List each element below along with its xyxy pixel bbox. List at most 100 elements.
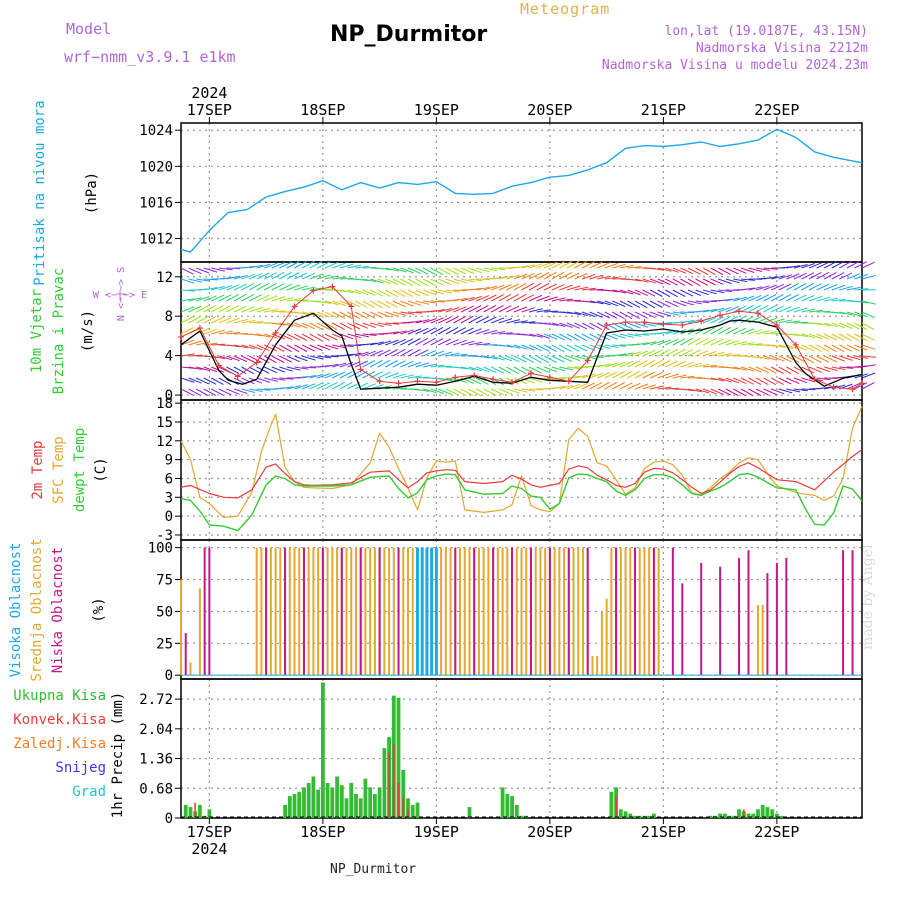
wind-barb (528, 366, 542, 374)
gust-line (180, 286, 863, 390)
wind-barb (725, 306, 739, 313)
wind-barb (589, 288, 604, 291)
wind-barb (400, 329, 414, 335)
wind-barb (816, 283, 830, 291)
wind-barb (596, 322, 610, 331)
wind-barb (377, 289, 391, 297)
wind-barb (347, 352, 362, 357)
wind-barb (460, 296, 475, 302)
wind-barb (619, 264, 634, 269)
wind-barb (430, 289, 445, 295)
wind-barb (483, 366, 497, 374)
temp2m-line (180, 449, 863, 499)
wind-barb (233, 355, 248, 362)
wind-barb (263, 355, 277, 364)
wind-barb (680, 278, 693, 287)
wind-barb (839, 285, 853, 291)
wind-barb (854, 333, 868, 342)
precip-total-bar (358, 798, 363, 818)
wind-barb (703, 300, 718, 303)
wind-barb (740, 315, 754, 324)
wind-barb (680, 375, 695, 379)
wind-barb (400, 374, 415, 379)
wind-barb (521, 377, 535, 384)
wind-barb (339, 371, 353, 379)
wind-barb (415, 319, 430, 324)
wind-barb (642, 359, 656, 368)
wind-barb (241, 306, 255, 313)
wind-barb (241, 273, 255, 280)
wind-barb (748, 286, 763, 291)
wind-barb (249, 321, 264, 324)
precip-total-bar (188, 807, 193, 818)
precip-total-bar (330, 787, 335, 818)
wind-barb (392, 267, 407, 273)
wind-barb (324, 355, 339, 358)
wind-barb (271, 355, 285, 363)
wind-barb (218, 294, 232, 302)
temp2m-axis-title: 2m Temp (30, 440, 46, 499)
gust-marker (178, 333, 184, 340)
wind-barb (672, 300, 687, 307)
wind-barb (294, 333, 308, 341)
x-tick-label-bottom: 19SEP (414, 823, 459, 841)
wind-barb (271, 283, 285, 291)
wind-barb (339, 311, 353, 320)
wind-barb (634, 333, 650, 336)
wind-barb (468, 267, 482, 274)
wind-barb (536, 344, 550, 352)
precip-total-bar (718, 813, 722, 818)
wind-barb (672, 338, 686, 346)
wind-barb (665, 311, 680, 316)
wind-barb (317, 311, 331, 318)
precip-total-bar (628, 813, 633, 818)
wind-barb (831, 344, 845, 353)
model-name: wrf−nmm_v3.9.1 e1km (64, 48, 236, 66)
precip-total-bar (373, 794, 377, 818)
wind-barb (846, 382, 860, 390)
wind-barb (445, 339, 459, 346)
wind-barb (559, 344, 572, 353)
wind-barb (748, 329, 762, 335)
wind-barb (619, 300, 633, 308)
wind-barb (279, 355, 293, 363)
wind-barb (407, 361, 422, 368)
wind-barb (347, 382, 361, 390)
wind-barb (476, 278, 491, 281)
panel-temperature: -3 0 3 6 9 12 15 18 (156, 396, 863, 544)
wind-barb (476, 355, 491, 359)
wind-barb (491, 267, 506, 271)
wind-barb (513, 273, 528, 280)
wind-barb (718, 267, 731, 275)
wind-barb (566, 260, 580, 269)
wind-barb (687, 362, 702, 368)
wind-barb (634, 322, 649, 328)
wind-barb (460, 388, 474, 397)
wind-barb (801, 388, 816, 391)
precip-total-bar (344, 798, 349, 818)
wind-barb (536, 366, 550, 374)
x-tick-label-bottom: 17SEP (187, 823, 232, 841)
wind-barb (649, 289, 663, 297)
gust-marker (859, 380, 865, 387)
wind-barb (498, 284, 512, 291)
wind-barb (559, 384, 573, 390)
gust-marker (253, 359, 260, 366)
wind-barb (793, 355, 807, 364)
wind-barb (226, 344, 241, 348)
wind-barb (301, 272, 316, 280)
wind-barb (377, 359, 391, 368)
wind-barb (195, 328, 210, 335)
temp-unit-label: (C) (93, 457, 109, 482)
wind-barb (831, 322, 846, 329)
wind-barb (740, 278, 755, 281)
wind-barb (543, 283, 558, 291)
wind-barb (559, 298, 574, 302)
wind-barb (491, 284, 505, 291)
wind-barb (695, 350, 709, 357)
wind-barb (324, 372, 338, 379)
wind-barb (430, 267, 444, 276)
precip-total-bar (311, 776, 316, 818)
wind-barb (498, 366, 512, 374)
wind-barb (748, 388, 762, 396)
